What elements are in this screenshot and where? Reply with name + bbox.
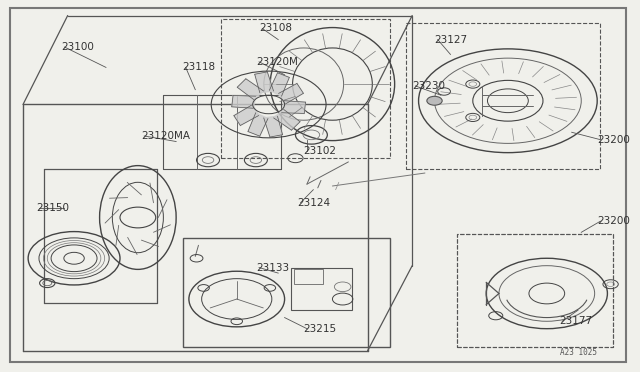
- Bar: [294, 269, 323, 284]
- Text: 23108: 23108: [259, 23, 292, 33]
- Text: 23118: 23118: [182, 62, 216, 73]
- Bar: [182, 238, 390, 347]
- Bar: [406, 23, 600, 169]
- Text: 23102: 23102: [304, 146, 337, 156]
- Polygon shape: [232, 96, 256, 108]
- Text: 23127: 23127: [435, 35, 468, 45]
- Polygon shape: [234, 105, 259, 125]
- Bar: [221, 19, 390, 158]
- Bar: [291, 267, 351, 310]
- Bar: [457, 234, 613, 347]
- Bar: [457, 234, 613, 347]
- Text: 23200: 23200: [597, 216, 630, 226]
- Polygon shape: [278, 83, 303, 105]
- Text: 23133: 23133: [256, 263, 289, 273]
- Polygon shape: [269, 73, 289, 96]
- Polygon shape: [282, 101, 305, 113]
- Polygon shape: [273, 109, 300, 130]
- Text: 23120MA: 23120MA: [141, 131, 190, 141]
- Polygon shape: [248, 113, 268, 136]
- Polygon shape: [255, 72, 273, 93]
- Text: 23150: 23150: [36, 203, 68, 213]
- Circle shape: [427, 96, 442, 105]
- Polygon shape: [237, 79, 264, 100]
- Text: 23230: 23230: [412, 81, 445, 91]
- Text: 23100: 23100: [61, 42, 94, 52]
- Text: 23124: 23124: [298, 198, 330, 208]
- Text: 23200: 23200: [597, 135, 630, 145]
- Text: 23120M: 23120M: [256, 57, 298, 67]
- Text: 23215: 23215: [304, 324, 337, 334]
- Polygon shape: [264, 116, 283, 137]
- Text: 23177: 23177: [559, 316, 592, 326]
- Text: A23 1025: A23 1025: [560, 348, 597, 357]
